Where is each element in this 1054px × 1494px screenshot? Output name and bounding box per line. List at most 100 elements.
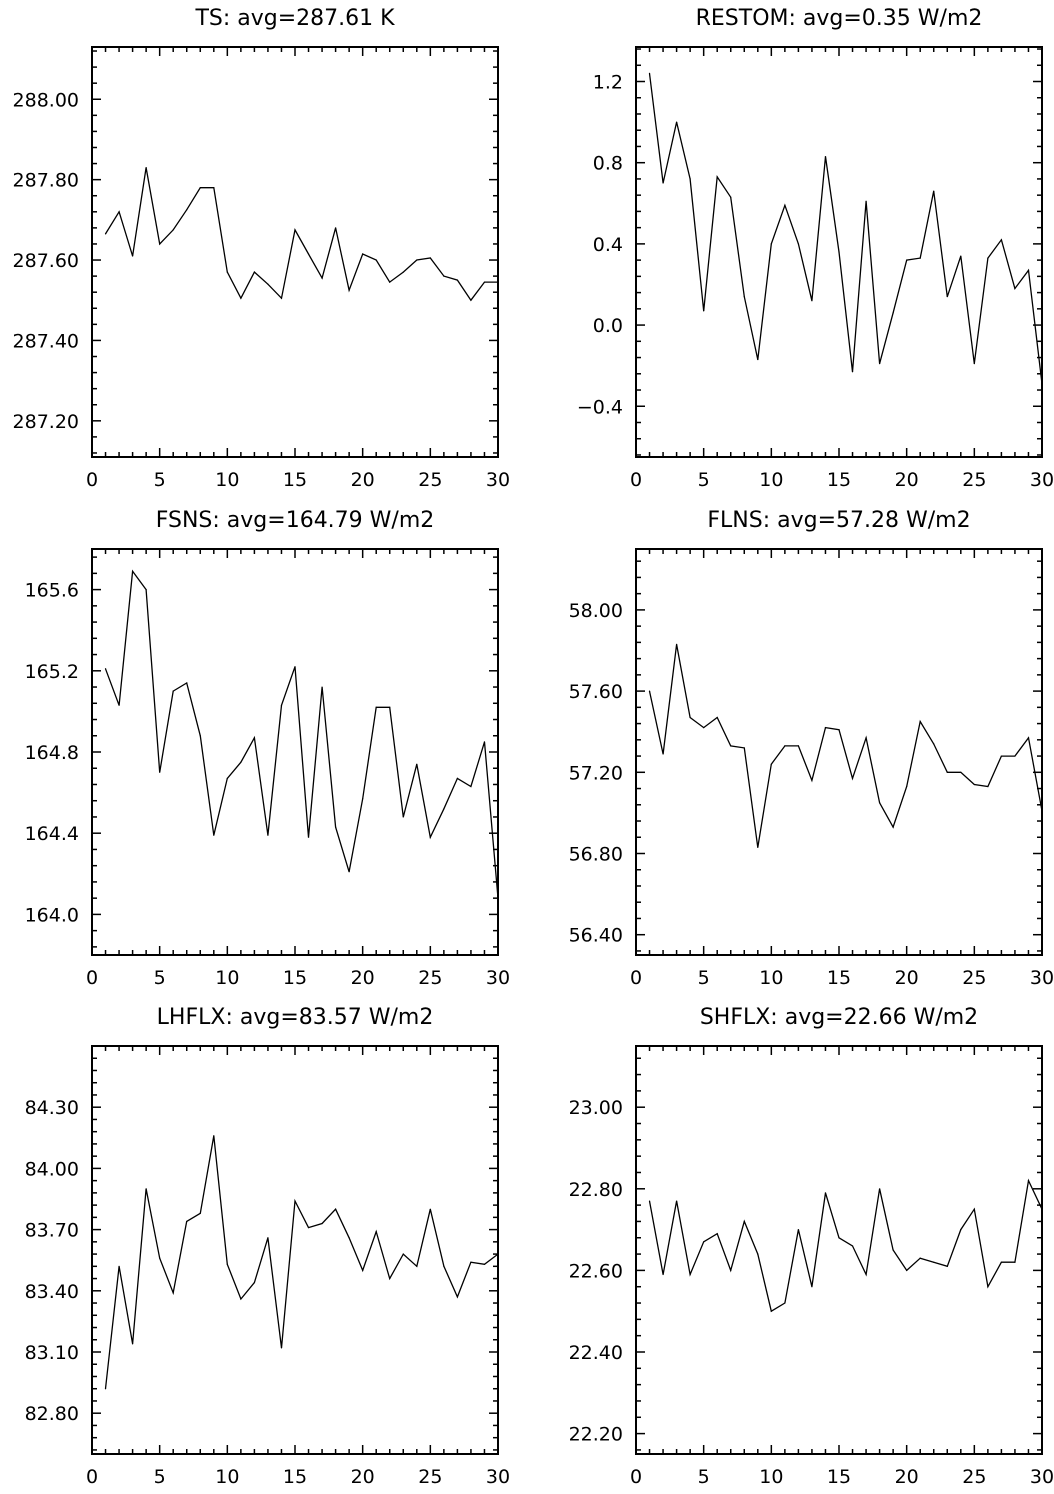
data-point (716, 176, 718, 178)
data-point (294, 666, 296, 668)
data-point (104, 233, 107, 235)
data-point (226, 1263, 228, 1265)
y-tick-label: 1.2 (593, 72, 623, 94)
data-point (662, 1273, 664, 1276)
data-point (716, 716, 718, 719)
data-point (770, 243, 772, 245)
chart-title: TS: avg=287.61 K (194, 6, 395, 31)
data-point (743, 296, 745, 298)
y-tick-label: 83.40 (25, 1281, 79, 1303)
data-point (960, 771, 962, 773)
x-tick-label: 15 (827, 1466, 851, 1488)
data-point (648, 72, 651, 74)
y-tick-label: 83.10 (25, 1342, 79, 1364)
data-point (186, 682, 188, 684)
data-point (851, 1245, 854, 1247)
y-tick-label: 83.70 (25, 1220, 79, 1242)
data-point (240, 1298, 242, 1300)
data-point (321, 277, 323, 279)
chart-title: SHFLX: avg=22.66 W/m2 (700, 1005, 978, 1030)
x-tick-label: 15 (283, 967, 307, 989)
data-point (730, 1269, 732, 1271)
data-point (838, 1237, 840, 1239)
x-tick-label: 25 (962, 1466, 986, 1488)
data-point (402, 271, 404, 273)
data-point (145, 166, 147, 169)
data-point (375, 259, 377, 261)
data-point (443, 275, 445, 277)
data-point (676, 121, 678, 123)
data-point (865, 1273, 867, 1276)
data-point (186, 1220, 188, 1223)
chart-panel-4: FLNS: avg=57.28 W/m2 0 5 10 15 20 25 30 58.00 57.… (569, 508, 1054, 989)
data-point (919, 1257, 921, 1259)
data-point (743, 1220, 745, 1223)
x-tick-label: 5 (698, 1466, 710, 1488)
y-tick-label: 165.6 (25, 580, 79, 602)
data-point (973, 1208, 975, 1210)
data-point (824, 1192, 827, 1194)
data-point (933, 190, 935, 192)
data-point (906, 259, 908, 261)
data-point (716, 1233, 718, 1235)
data-point (838, 729, 840, 731)
data-point (1014, 1261, 1016, 1263)
data-point (483, 1263, 486, 1265)
x-tick-label: 0 (86, 469, 98, 491)
x-tick-label: 20 (895, 1466, 919, 1488)
data-point (730, 196, 732, 198)
data-point (429, 836, 431, 838)
y-tick-label: 22.20 (569, 1424, 623, 1446)
data-point (240, 761, 242, 763)
data-point (662, 182, 664, 184)
y-tick-label: 165.2 (25, 661, 79, 683)
x-tick-label: 10 (759, 469, 783, 491)
data-point (1000, 755, 1003, 757)
data-point (253, 1282, 255, 1284)
data-point (865, 737, 867, 739)
x-tick-label: 5 (698, 967, 710, 989)
data-point (335, 826, 337, 828)
data-point (757, 846, 759, 849)
x-tick-label: 10 (215, 1466, 239, 1488)
x-tick-label: 10 (759, 967, 783, 989)
data-point (348, 289, 350, 291)
data-point (797, 243, 800, 245)
data-point (470, 299, 472, 301)
chart-panel-1: TS: avg=287.61 K 0 5 10 15 20 25 30 288.00 287.80… (13, 6, 511, 491)
y-tick-label: 58.00 (569, 600, 623, 622)
data-point (375, 706, 377, 708)
data-point (811, 779, 813, 782)
data-point (1041, 1208, 1042, 1210)
data-point (1014, 287, 1016, 290)
x-tick-label: 25 (962, 967, 986, 989)
y-tick-label: 82.80 (25, 1403, 79, 1425)
data-point (811, 1286, 813, 1288)
data-point (676, 643, 678, 646)
chart-panel-6: SHFLX: avg=22.66 W/m2 0 5 10 15 20 25 30 23.00 22… (569, 1005, 1054, 1488)
data-point (159, 243, 161, 245)
data-point (132, 1343, 134, 1345)
x-tick-label: 20 (895, 967, 919, 989)
y-tick-label: 0.8 (593, 153, 623, 175)
data-point (389, 1277, 391, 1280)
data-point (689, 178, 691, 180)
y-tick-label: 56.40 (569, 925, 623, 947)
data-point (132, 570, 134, 572)
data-point (906, 785, 908, 788)
x-tick-label: 30 (1030, 1466, 1054, 1488)
data-line (104, 569, 498, 899)
data-point (497, 1253, 498, 1255)
data-point (253, 271, 255, 273)
data-point (757, 1253, 759, 1255)
data-point (429, 257, 431, 259)
chart-title: RESTOM: avg=0.35 W/m2 (696, 6, 983, 31)
y-tick-label: 0.0 (593, 315, 623, 337)
data-point (757, 358, 759, 361)
data-point (703, 727, 705, 729)
x-tick-label: 20 (351, 967, 375, 989)
data-point (770, 763, 772, 765)
data-point (879, 802, 881, 804)
data-point (402, 816, 404, 818)
data-point (879, 1188, 881, 1190)
